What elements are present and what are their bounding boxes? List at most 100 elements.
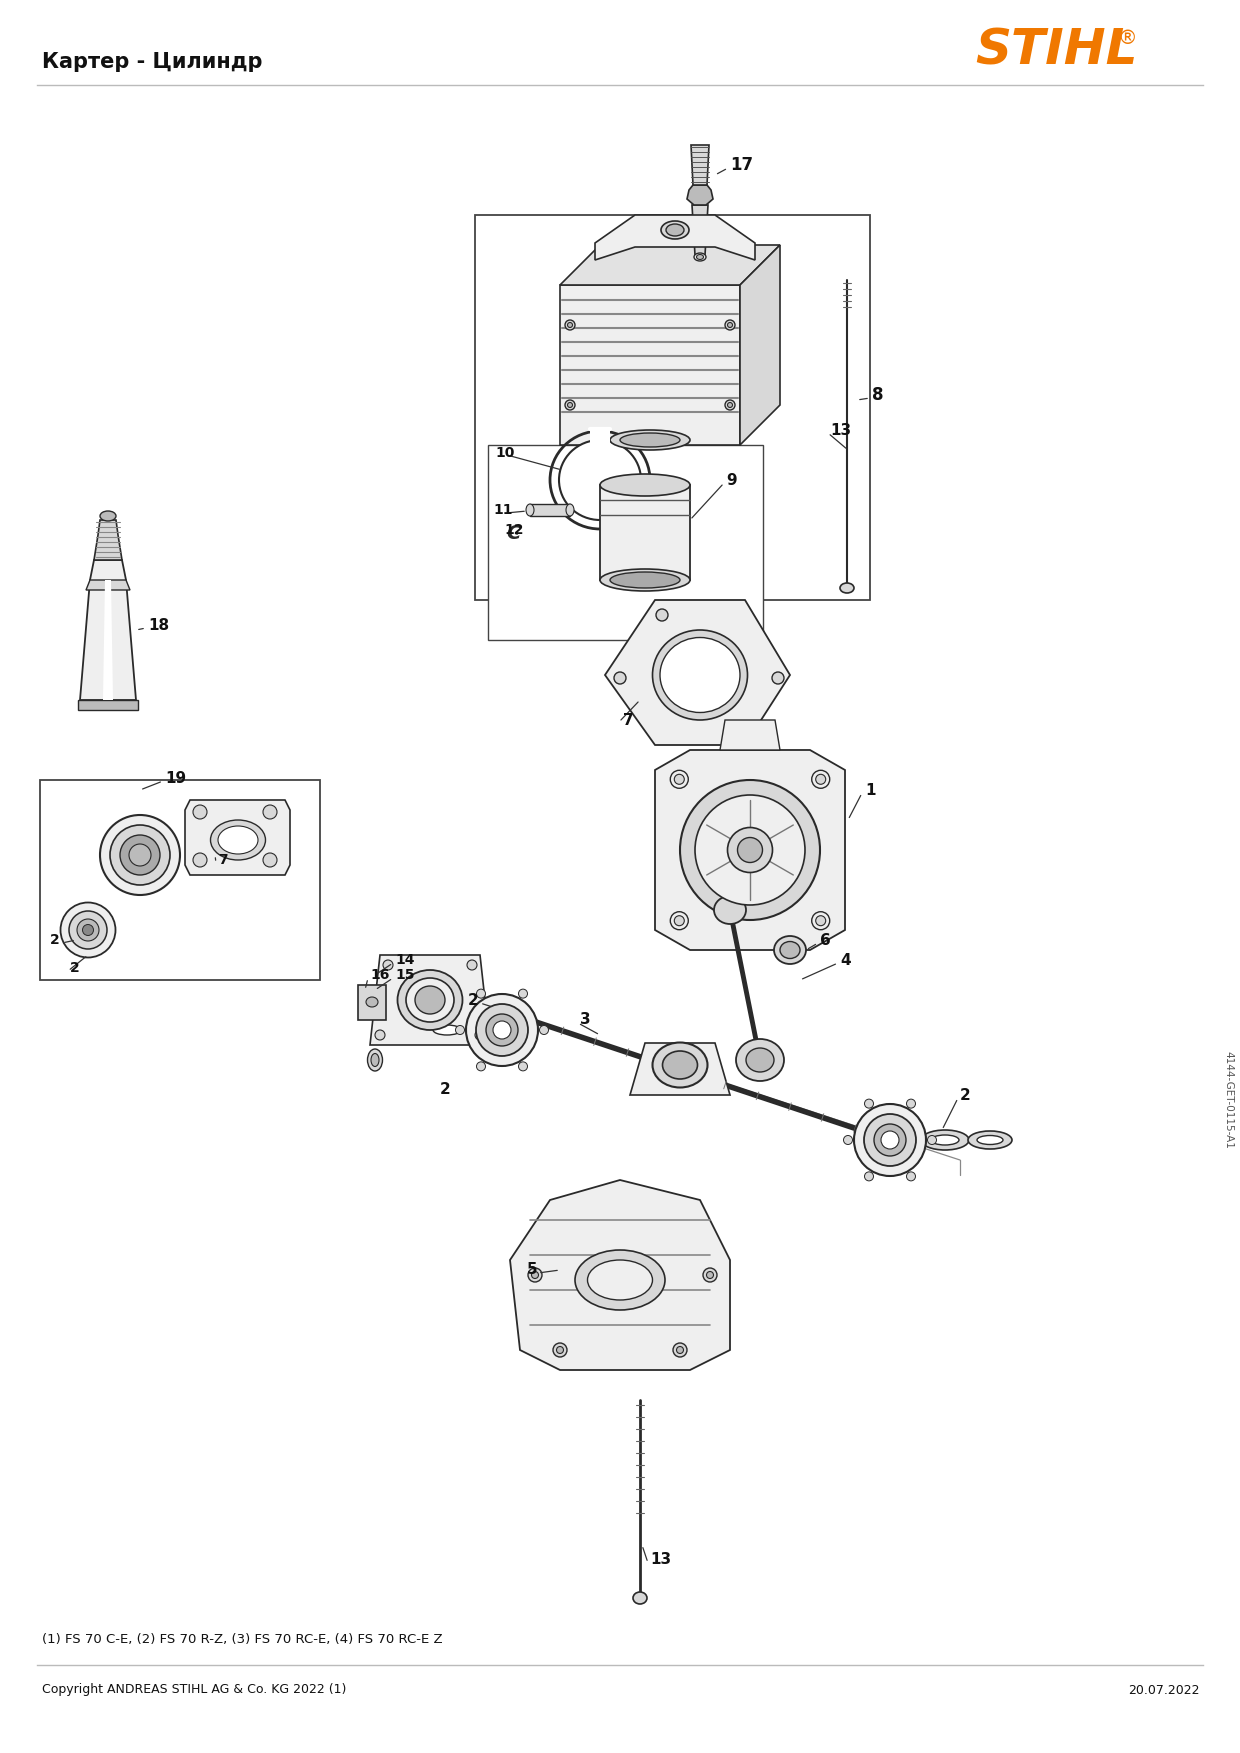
Ellipse shape xyxy=(455,1026,465,1034)
Ellipse shape xyxy=(415,985,445,1013)
Polygon shape xyxy=(86,580,130,591)
Text: 2: 2 xyxy=(69,961,79,975)
Ellipse shape xyxy=(263,805,277,819)
Ellipse shape xyxy=(694,252,706,261)
Ellipse shape xyxy=(129,843,151,866)
Polygon shape xyxy=(605,600,790,745)
Text: Картер - Цилиндр: Картер - Цилиндр xyxy=(42,53,263,72)
Text: 4: 4 xyxy=(839,952,851,968)
Ellipse shape xyxy=(374,1031,384,1040)
Ellipse shape xyxy=(433,1026,461,1034)
Polygon shape xyxy=(529,505,570,515)
Ellipse shape xyxy=(539,1026,548,1034)
Ellipse shape xyxy=(812,770,830,789)
Text: 16: 16 xyxy=(370,968,389,982)
Polygon shape xyxy=(510,1180,730,1371)
Ellipse shape xyxy=(218,826,258,854)
Ellipse shape xyxy=(467,961,477,969)
Ellipse shape xyxy=(714,896,746,924)
Ellipse shape xyxy=(675,775,684,784)
Ellipse shape xyxy=(553,1343,567,1357)
Ellipse shape xyxy=(660,638,740,712)
Ellipse shape xyxy=(565,321,575,330)
Ellipse shape xyxy=(526,505,534,515)
Polygon shape xyxy=(370,955,490,1045)
Bar xyxy=(475,216,870,600)
Polygon shape xyxy=(94,521,122,559)
Text: 9: 9 xyxy=(725,473,737,487)
Text: STIHL: STIHL xyxy=(975,26,1137,74)
Text: 12: 12 xyxy=(503,522,523,536)
Ellipse shape xyxy=(921,1131,968,1150)
Ellipse shape xyxy=(193,854,207,868)
Ellipse shape xyxy=(620,433,680,447)
Text: (1) FS 70 C-E, (2) FS 70 R-Z, (3) FS 70 RC-E, (4) FS 70 RC-E Z: (1) FS 70 C-E, (2) FS 70 R-Z, (3) FS 70 … xyxy=(42,1634,443,1646)
Ellipse shape xyxy=(518,989,527,997)
Ellipse shape xyxy=(816,775,826,784)
Ellipse shape xyxy=(568,403,573,407)
Ellipse shape xyxy=(839,584,854,593)
Ellipse shape xyxy=(694,796,805,905)
Text: 18: 18 xyxy=(148,617,169,633)
Ellipse shape xyxy=(906,1171,915,1182)
Text: 3: 3 xyxy=(580,1013,590,1027)
Ellipse shape xyxy=(383,961,393,969)
Text: ®: ® xyxy=(1117,28,1137,47)
Ellipse shape xyxy=(632,1592,647,1604)
Ellipse shape xyxy=(880,1131,899,1148)
Ellipse shape xyxy=(677,1346,683,1353)
Ellipse shape xyxy=(874,1124,906,1155)
Ellipse shape xyxy=(968,1131,1012,1148)
Polygon shape xyxy=(655,750,844,950)
Ellipse shape xyxy=(675,915,684,926)
Text: 13: 13 xyxy=(650,1553,671,1567)
Polygon shape xyxy=(691,145,709,186)
Polygon shape xyxy=(740,245,780,445)
Ellipse shape xyxy=(366,997,378,1006)
Ellipse shape xyxy=(405,978,454,1022)
Ellipse shape xyxy=(928,1136,936,1145)
Text: 5: 5 xyxy=(527,1262,538,1278)
Ellipse shape xyxy=(100,815,180,896)
Ellipse shape xyxy=(725,321,735,330)
Ellipse shape xyxy=(864,1171,873,1182)
Polygon shape xyxy=(687,186,713,205)
Ellipse shape xyxy=(671,912,688,929)
Ellipse shape xyxy=(475,1031,485,1040)
Ellipse shape xyxy=(816,915,826,926)
Ellipse shape xyxy=(557,1346,563,1353)
Text: 13: 13 xyxy=(830,422,851,438)
Bar xyxy=(489,445,763,640)
Ellipse shape xyxy=(707,1271,713,1278)
Ellipse shape xyxy=(854,1104,926,1176)
Ellipse shape xyxy=(697,254,703,259)
Polygon shape xyxy=(595,216,755,259)
Ellipse shape xyxy=(931,1134,959,1145)
Ellipse shape xyxy=(367,1048,382,1071)
Polygon shape xyxy=(600,486,689,580)
Text: C: C xyxy=(506,524,521,542)
Ellipse shape xyxy=(703,1267,717,1281)
Polygon shape xyxy=(103,580,113,699)
Text: 15: 15 xyxy=(396,968,414,982)
Ellipse shape xyxy=(120,834,160,875)
Polygon shape xyxy=(560,286,740,445)
Ellipse shape xyxy=(575,1250,665,1309)
Ellipse shape xyxy=(680,780,820,920)
Ellipse shape xyxy=(843,1136,853,1145)
Ellipse shape xyxy=(906,1099,915,1108)
Ellipse shape xyxy=(728,403,733,407)
Ellipse shape xyxy=(614,671,626,684)
Polygon shape xyxy=(720,720,780,750)
Ellipse shape xyxy=(737,1040,784,1082)
Ellipse shape xyxy=(565,505,574,515)
Ellipse shape xyxy=(610,429,689,451)
Ellipse shape xyxy=(61,903,115,957)
Ellipse shape xyxy=(100,512,117,521)
Ellipse shape xyxy=(864,1099,873,1108)
Text: 2: 2 xyxy=(960,1087,971,1103)
Ellipse shape xyxy=(528,1267,542,1281)
Bar xyxy=(40,780,320,980)
Ellipse shape xyxy=(610,571,680,587)
Bar xyxy=(590,428,610,445)
